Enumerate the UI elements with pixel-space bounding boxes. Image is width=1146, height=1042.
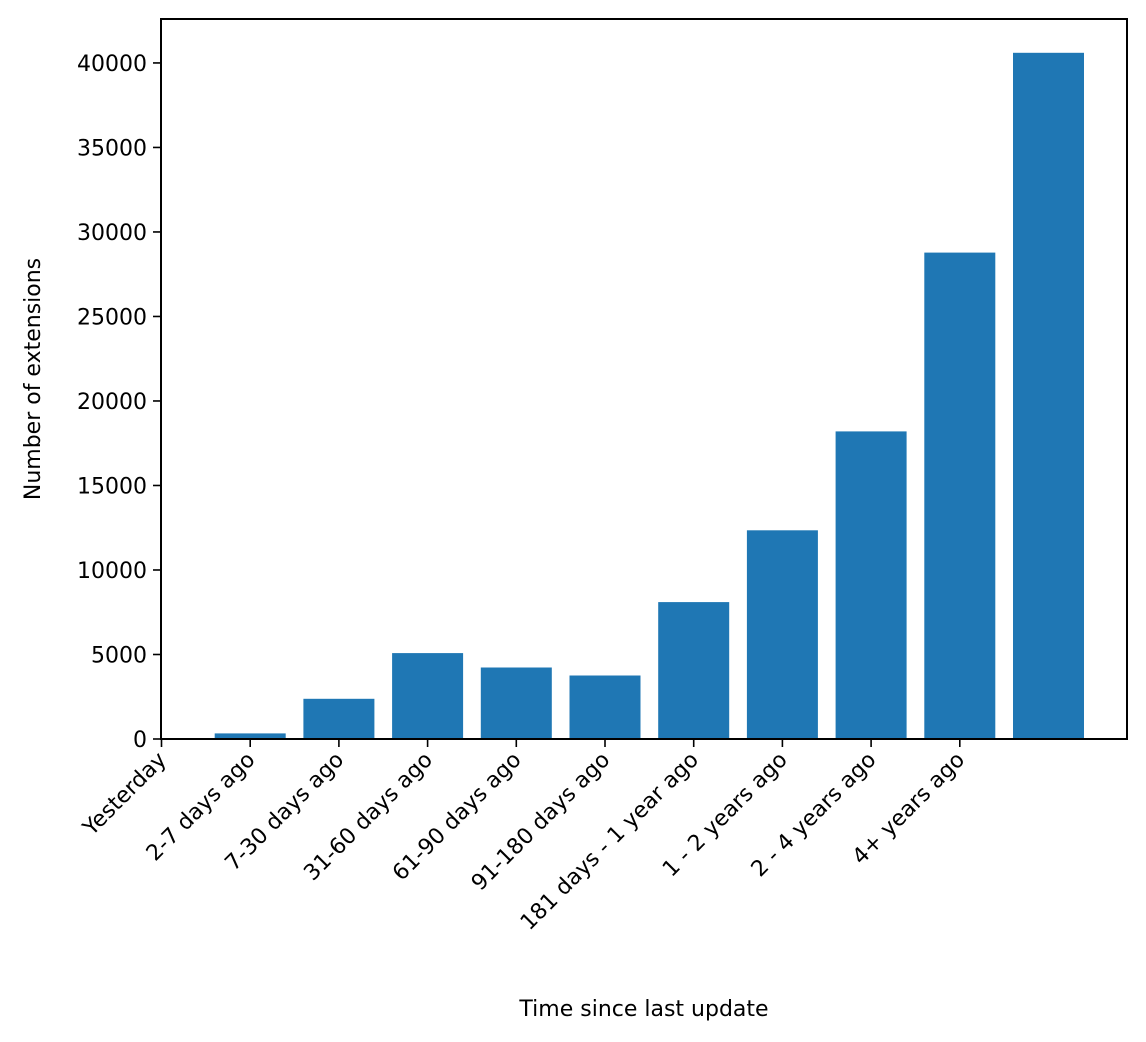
x-axis-label: Time since last update	[518, 997, 768, 1022]
bar	[214, 733, 286, 739]
bar	[924, 252, 996, 739]
y-axis-label: Number of extensions	[21, 258, 46, 500]
y-tick-label: 35000	[77, 136, 147, 161]
bar	[1013, 52, 1084, 740]
y-axis-ticks: 0 5000 10000 15000 20000 25000 30000 35000 40000	[77, 52, 161, 753]
bar	[480, 667, 552, 739]
plot-area-frame	[160, 18, 1128, 740]
y-tick-label: 25000	[77, 305, 147, 330]
y-tick-label: 15000	[77, 474, 147, 499]
bar	[392, 653, 464, 739]
x-tick-label: 181 days - 1 year ago	[516, 748, 704, 936]
y-tick-label: 40000	[77, 52, 147, 77]
y-tick-label: 30000	[77, 221, 147, 246]
y-tick-label: 5000	[91, 643, 147, 668]
y-tick-label: 0	[133, 728, 147, 753]
bar	[569, 675, 641, 739]
bar	[746, 530, 818, 739]
bars-group	[214, 52, 1084, 740]
bar	[658, 602, 730, 739]
y-tick-label: 10000	[77, 559, 147, 584]
y-tick-label: 20000	[77, 390, 147, 415]
bar	[303, 698, 375, 739]
bar	[835, 431, 907, 739]
x-tick-label: Yesterday	[78, 748, 172, 842]
